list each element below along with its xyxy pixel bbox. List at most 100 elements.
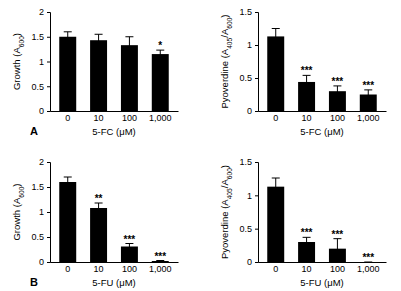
tick-label: 0.5 [239, 73, 252, 83]
y-axis-title: Growth (A600) [11, 33, 25, 90]
significance-label: *** [301, 65, 313, 76]
tick-label: 0 [273, 113, 278, 123]
tick-label: 0 [247, 257, 252, 267]
tick: 100 [122, 111, 137, 123]
y-axis-title: Pyoverdine (A405/A600) [219, 165, 233, 259]
error-bar [95, 203, 103, 213]
bar [59, 37, 76, 111]
significance-label: *** [301, 227, 313, 238]
tick: 100 [330, 262, 345, 274]
error-bar [95, 34, 103, 46]
plot-area [59, 177, 168, 262]
x-axis: 0 10 100 1,000 [51, 111, 179, 123]
tick-label: 1.5 [31, 182, 44, 192]
tick: 0 [65, 111, 70, 123]
significance-label: * [158, 40, 162, 51]
tick: 1 [247, 191, 258, 201]
tick: 0 [39, 106, 50, 116]
tick-label: 1,000 [149, 264, 172, 274]
chart: 00.511.520101001,000********Growth (A600… [11, 157, 179, 288]
y-axis: 00.511.5 [239, 157, 258, 267]
error-bar-cap [272, 28, 280, 29]
error-bar [303, 237, 311, 246]
error-bar-stem [306, 75, 307, 88]
tick-mark [47, 162, 50, 163]
tick: 1,000 [149, 111, 172, 123]
tick: 0.5 [239, 73, 258, 83]
axis-line [255, 163, 259, 263]
y-axis-title: Pyoverdine (A405/A600) [219, 14, 233, 108]
tick: 0 [65, 262, 70, 274]
tick: 0 [39, 257, 50, 267]
tick-mark [47, 111, 50, 112]
tick-label: 100 [330, 264, 345, 274]
tick: 0 [273, 262, 278, 274]
tick-mark [47, 262, 50, 263]
tick-mark [47, 62, 50, 63]
panel-label: B [30, 276, 38, 288]
tick-label: 0 [247, 106, 252, 116]
tick-mark [47, 212, 50, 213]
x-axis: 0 10 100 1,000 [259, 111, 387, 123]
x-axis-title: 5-FC (μM) [300, 126, 343, 137]
error-bar-cap [95, 34, 103, 35]
tick-label: 100 [330, 113, 345, 123]
tick-mark [47, 237, 50, 238]
significance-label: *** [362, 80, 374, 91]
bar [267, 187, 284, 262]
tick-label: 0 [65, 113, 70, 123]
error-bar-stem [337, 86, 338, 97]
error-bar-stem [160, 50, 161, 58]
tick-mark [255, 229, 258, 230]
tick-label: 1 [247, 40, 252, 50]
tick-mark [47, 37, 50, 38]
tick-label: 1 [39, 57, 44, 67]
x-axis: 0101001,000 [259, 262, 387, 274]
error-bar [272, 29, 280, 45]
tick-label: 100 [122, 113, 137, 123]
tick-mark [47, 12, 50, 13]
tick: 0 [273, 111, 278, 123]
error-bar [364, 90, 372, 99]
error-bar [333, 239, 341, 259]
tick: 0.5 [31, 232, 50, 242]
tick: 1 [39, 207, 50, 217]
tick: 1.5 [31, 32, 50, 42]
error-bar-stem [368, 90, 369, 99]
tick-label: 1 [247, 191, 252, 201]
tick: 1.5 [239, 7, 258, 17]
y-axis: 00.511.52 [31, 7, 50, 116]
chart: 00.511.50101001,000*********Pyoverdine (… [219, 157, 387, 288]
tick-label: 0.5 [31, 232, 44, 242]
tick-mark [255, 78, 258, 79]
error-bar-cap [64, 177, 72, 178]
axis-line [51, 262, 179, 263]
tick: 10 [94, 111, 104, 123]
error-bar-stem [337, 239, 338, 259]
y-axis: 0 0.5 1 1.5 2 [31, 157, 50, 267]
axis-line [47, 163, 51, 263]
tick-mark [255, 162, 258, 163]
error-bar-stem [306, 237, 307, 246]
error-bar [64, 32, 72, 42]
bar [121, 45, 138, 111]
tick: 0 [247, 257, 258, 267]
tick: 10 [94, 262, 104, 274]
tick-label: 2 [39, 7, 44, 17]
significance-label: ** [95, 193, 103, 204]
tick-label: 1,000 [357, 264, 380, 274]
x-axis-title: 5-FC (μM) [92, 126, 135, 137]
tick: 10 [302, 111, 312, 123]
tick-label: 0 [39, 257, 44, 267]
tick-label: 2 [39, 157, 44, 167]
chart: 00.511.520101001,000*Growth (A600)5-FC (… [11, 7, 179, 137]
bar [152, 54, 169, 111]
error-bar [156, 50, 164, 58]
tick-label: 1,000 [357, 113, 380, 123]
error-bar-stem [67, 177, 68, 187]
chart: 00.511.50101001,000*********Pyoverdine (… [219, 7, 387, 137]
significance-label: *** [362, 252, 374, 263]
tick: 1 [39, 57, 50, 67]
axis-line [51, 111, 179, 112]
tick: 2 [39, 7, 50, 17]
